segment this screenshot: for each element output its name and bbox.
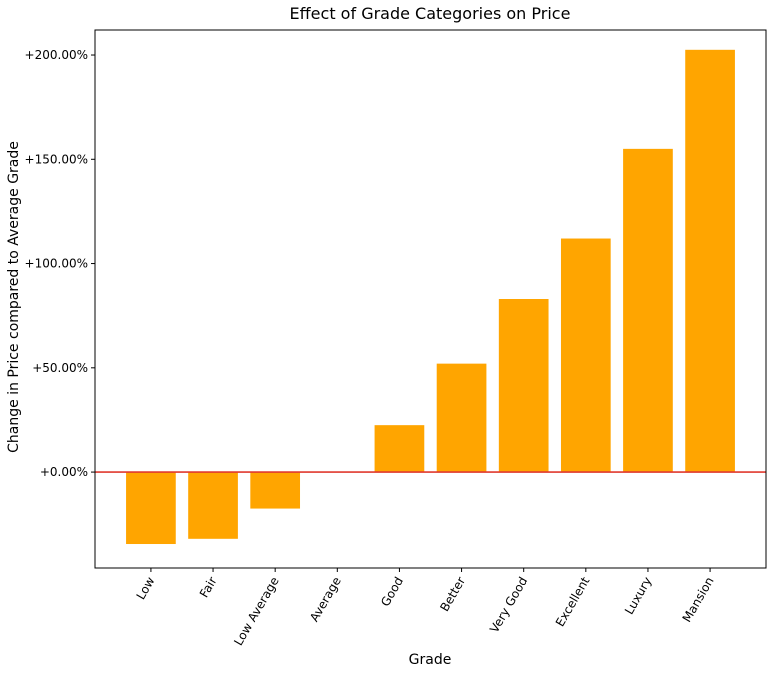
x-tick-label: Good [378, 575, 406, 609]
bar-excellent [560, 238, 611, 473]
x-tick-label: Average [307, 575, 344, 625]
x-tick-label: Very Good [487, 575, 530, 636]
bar-good [374, 425, 425, 473]
x-tick-label: Fair [197, 574, 220, 600]
plot-frame [94, 29, 767, 569]
x-axis-label: Grade [409, 652, 452, 668]
y-tick-label: +150.00% [25, 152, 88, 166]
y-tick-label: +0.00% [40, 465, 88, 479]
bars [126, 49, 735, 545]
x-tick-label: Luxury [622, 575, 655, 617]
bar-very-good [498, 299, 549, 473]
x-tick-label: Low Average [231, 575, 281, 648]
bar-mansion [685, 49, 735, 473]
x-tick-label: Better [437, 574, 468, 613]
y-tick-label: +100.00% [25, 257, 88, 271]
x-tick-label: Mansion [680, 575, 717, 625]
y-axis-label: Change in Price compared to Average Grad… [6, 141, 22, 453]
y-tick-label: +200.00% [25, 48, 88, 62]
bar-low [126, 472, 176, 545]
bar-better [436, 363, 487, 473]
bar-luxury [623, 148, 673, 473]
x-tick-label: Low [134, 574, 158, 602]
y-tick-label: +50.00% [32, 361, 88, 375]
x-tick-label: Excellent [553, 574, 593, 629]
chart-title: Effect of Grade Categories on Price [290, 4, 571, 23]
bar-low-average [250, 472, 301, 509]
bar-fair [188, 472, 238, 539]
